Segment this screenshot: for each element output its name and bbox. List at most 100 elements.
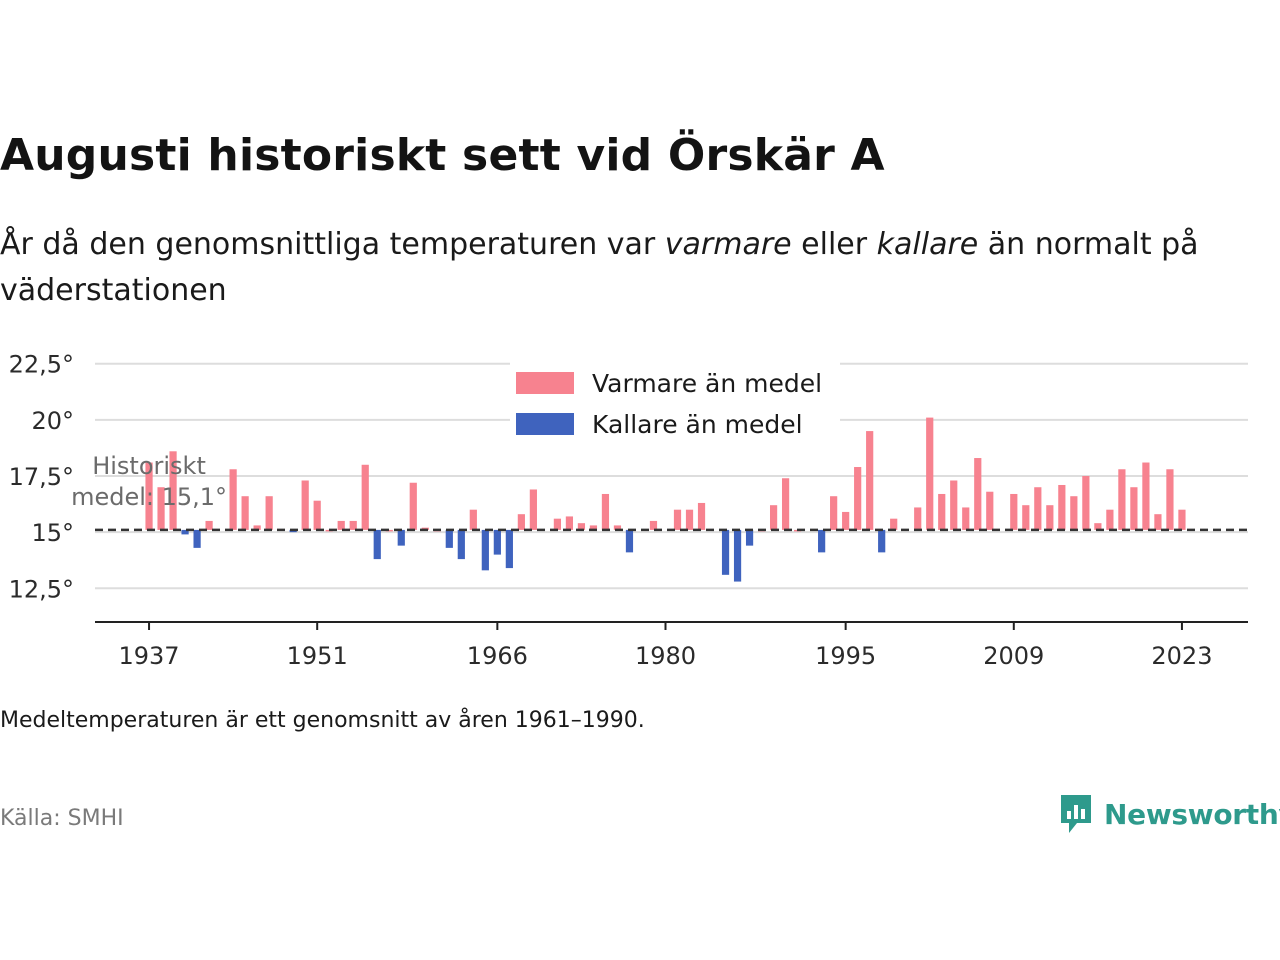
x-tick-label: 1937	[119, 642, 180, 670]
bar-2020	[1142, 462, 1150, 530]
bar-1940	[181, 529, 189, 535]
bar-2002	[926, 417, 934, 530]
y-tick-label: 22,5°	[9, 351, 74, 379]
bar-2003	[938, 493, 946, 530]
bar-2010	[1022, 505, 1030, 530]
bar-2016	[1094, 523, 1102, 530]
x-tick-label: 2009	[983, 642, 1044, 670]
brand-name: Newsworthy	[1104, 797, 1280, 831]
bar-1975	[601, 493, 610, 530]
bar-1973	[577, 523, 586, 530]
bar-1963	[457, 529, 465, 560]
bar-2004	[950, 480, 958, 530]
subtitle-text-1: År då den genomsnittliga temperaturen va…	[0, 227, 665, 262]
bar-2019	[1130, 487, 1138, 530]
bar-1947	[265, 496, 273, 530]
bar-1941	[193, 529, 201, 548]
bar-1937	[145, 462, 153, 530]
bar-1965	[481, 529, 489, 571]
legend-swatch-cold	[516, 413, 574, 435]
bar-1953	[337, 520, 345, 530]
bar-1977	[625, 529, 634, 553]
legend-label-cold: Kallare än medel	[592, 410, 803, 439]
footnote: Medeltemperaturen är ett genomsnitt av å…	[0, 708, 645, 733]
bar-1979	[649, 520, 658, 530]
bar-1946	[253, 525, 261, 530]
bar-1998	[878, 529, 886, 553]
x-tick-label: 1980	[635, 642, 696, 670]
source-credit: Källa: SMHI	[0, 806, 124, 831]
x-tick-label: 1995	[815, 642, 876, 670]
bar-1981	[673, 509, 682, 530]
bar-1958	[397, 529, 405, 546]
bar-1938	[157, 487, 165, 530]
bar-1968	[517, 514, 525, 530]
baseline-annotation-line: medel: 15,1°	[71, 483, 227, 511]
bar-2001	[914, 507, 922, 530]
bar-1956	[373, 529, 381, 560]
bar-1944	[229, 469, 237, 530]
brand-logo: Newsworthy	[1058, 790, 1280, 838]
bar-1964	[469, 509, 477, 530]
legend-swatch-warm	[516, 372, 574, 394]
bar-1955	[361, 464, 369, 530]
chart-subtitle: År då den genomsnittliga temperaturen va…	[0, 222, 1250, 314]
bar-2005	[962, 507, 970, 530]
baseline-annotation: Historiskt medel: 15,1°	[71, 452, 227, 511]
bar-1942	[205, 520, 213, 530]
bar-2022	[1166, 469, 1174, 530]
subtitle-text-3: än normalt på väderstationen	[0, 227, 1199, 308]
bar-1989	[769, 505, 778, 530]
legend-label-warm: Varmare än medel	[592, 369, 822, 398]
subtitle-colder: kallare	[876, 227, 979, 262]
bar-1950	[301, 480, 309, 530]
legend: Varmare än medel Kallare än medel	[510, 356, 840, 446]
y-tick-label: 12,5°	[9, 575, 74, 603]
bar-1951	[313, 500, 321, 530]
bar-2014	[1070, 496, 1078, 530]
bar-1987	[745, 529, 754, 546]
grid-lines: 12,5° 15° 17,5° 20° 22,5°	[9, 351, 1248, 603]
bar-2006	[974, 458, 982, 530]
bar-1997	[866, 431, 874, 530]
temperature-bar-chart: 12,5°15°17,5°20°22,5° 1937 1951 1966 1980 19…	[9, 351, 1248, 670]
bar-1962	[445, 529, 453, 548]
bar-1967	[505, 529, 513, 569]
bar-1972	[565, 516, 574, 530]
chart-title: Augusti historiskt sett vid Örskär A	[0, 130, 885, 181]
x-tick-label: 2023	[1151, 642, 1212, 670]
bar-1990	[781, 478, 790, 530]
bar-1985	[721, 529, 730, 575]
subtitle-text-2: eller	[791, 227, 877, 262]
bar-1976	[613, 525, 622, 530]
bar-2013	[1058, 484, 1066, 530]
bar-2012	[1046, 505, 1054, 530]
bar-1971	[553, 518, 562, 530]
bar-1995	[842, 511, 850, 530]
x-tick-label: 1951	[287, 642, 348, 670]
y-tick-label: 20°	[31, 407, 74, 435]
bar-2018	[1118, 469, 1126, 530]
bar-2011	[1034, 487, 1042, 530]
bar-1959	[409, 482, 417, 530]
x-tick-label: 1966	[467, 642, 528, 670]
bar-1966	[493, 529, 501, 555]
bar-1999	[890, 518, 898, 530]
bar-2021	[1154, 514, 1162, 530]
bar-1939	[169, 451, 177, 530]
bar-1954	[349, 520, 357, 530]
axes: 1937 1951 1966 1980 1995 2009 2023	[95, 621, 1248, 670]
subtitle-warmer: varmare	[664, 227, 792, 262]
bar-2009	[1010, 493, 1018, 530]
y-tick-label: 15°	[31, 519, 74, 547]
bar-2015	[1082, 476, 1090, 530]
bar-2017	[1106, 509, 1114, 530]
newsworthy-logo-icon	[1061, 795, 1091, 833]
bar-1996	[854, 467, 862, 530]
bar-1994	[830, 496, 838, 530]
bar-1982	[685, 509, 694, 530]
bars	[145, 417, 1186, 582]
bar-1957	[385, 529, 393, 532]
baseline-annotation-line: Historiskt	[92, 452, 206, 480]
bar-1945	[241, 496, 249, 530]
